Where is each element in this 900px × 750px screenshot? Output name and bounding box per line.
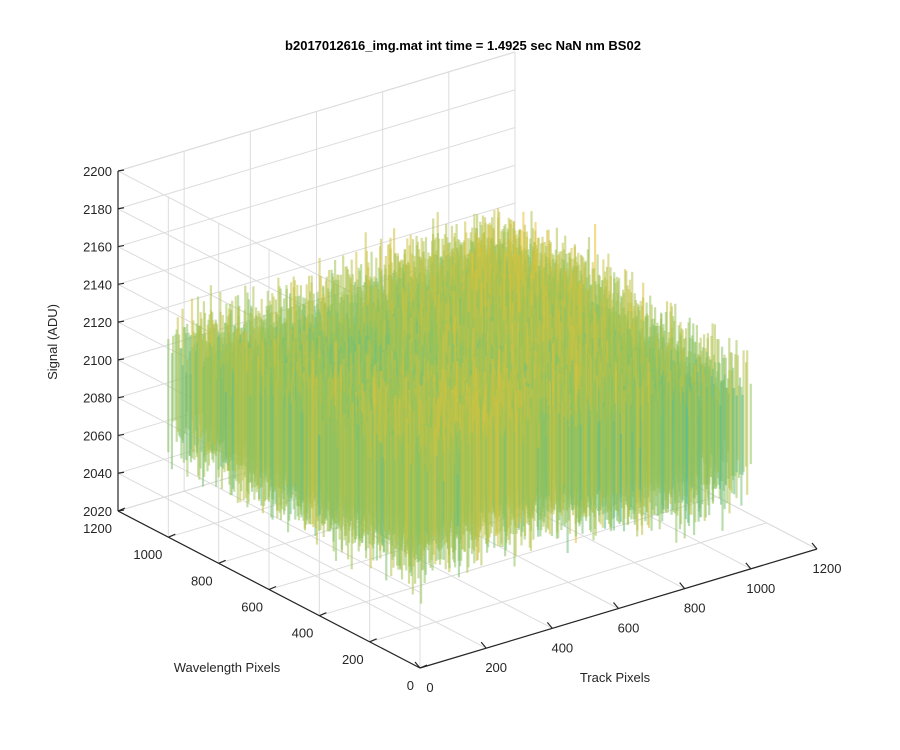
grid-line-y-floor bbox=[369, 522, 767, 643]
surface-mesh bbox=[167, 208, 752, 604]
box-edge bbox=[117, 51, 516, 172]
chart-title: b2017012616_img.mat int time = 1.4925 se… bbox=[285, 38, 641, 53]
